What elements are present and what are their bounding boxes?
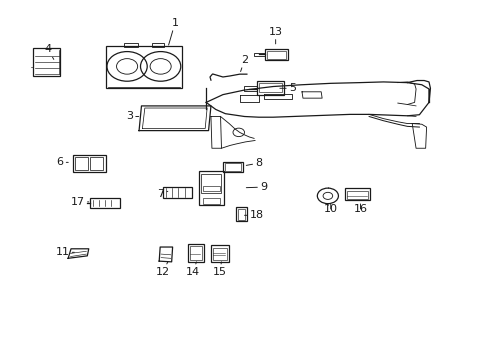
Text: 5: 5	[279, 83, 295, 93]
Bar	[254, 53, 264, 56]
Text: 6: 6	[57, 157, 68, 167]
Text: 14: 14	[185, 262, 200, 277]
Text: 7: 7	[157, 189, 167, 199]
Text: 12: 12	[156, 262, 170, 277]
Text: 17: 17	[71, 197, 89, 207]
Bar	[266, 50, 285, 59]
Bar	[346, 190, 367, 199]
Bar	[264, 49, 287, 60]
Text: 10: 10	[323, 204, 337, 214]
Bar	[90, 157, 102, 171]
Text: 13: 13	[268, 27, 282, 44]
Bar	[345, 189, 369, 201]
Bar	[236, 207, 246, 221]
Text: 2: 2	[240, 55, 247, 72]
Bar	[105, 46, 182, 88]
Bar	[203, 198, 220, 204]
Bar	[199, 171, 224, 205]
Bar	[123, 43, 138, 47]
Bar	[75, 157, 88, 171]
Bar	[163, 187, 191, 198]
Bar	[188, 243, 203, 262]
Bar	[244, 86, 257, 91]
Text: 16: 16	[353, 204, 366, 214]
Bar	[190, 246, 202, 260]
Text: 1: 1	[168, 18, 178, 45]
Bar	[203, 186, 219, 191]
Bar	[212, 248, 227, 260]
Bar	[152, 43, 164, 47]
Text: 15: 15	[212, 262, 226, 277]
Bar	[90, 198, 120, 207]
Bar	[73, 154, 105, 172]
Bar	[258, 83, 281, 92]
Bar	[33, 48, 61, 76]
Bar	[237, 208, 244, 220]
Bar	[210, 245, 229, 262]
Text: 3: 3	[126, 112, 139, 121]
Bar	[201, 174, 221, 193]
Text: 11: 11	[55, 247, 74, 257]
Text: 18: 18	[244, 210, 264, 220]
Text: 9: 9	[246, 182, 266, 192]
Bar	[257, 81, 283, 95]
Text: 4: 4	[44, 45, 54, 59]
Text: 8: 8	[246, 158, 262, 168]
Bar	[223, 162, 242, 172]
Bar	[225, 163, 240, 171]
